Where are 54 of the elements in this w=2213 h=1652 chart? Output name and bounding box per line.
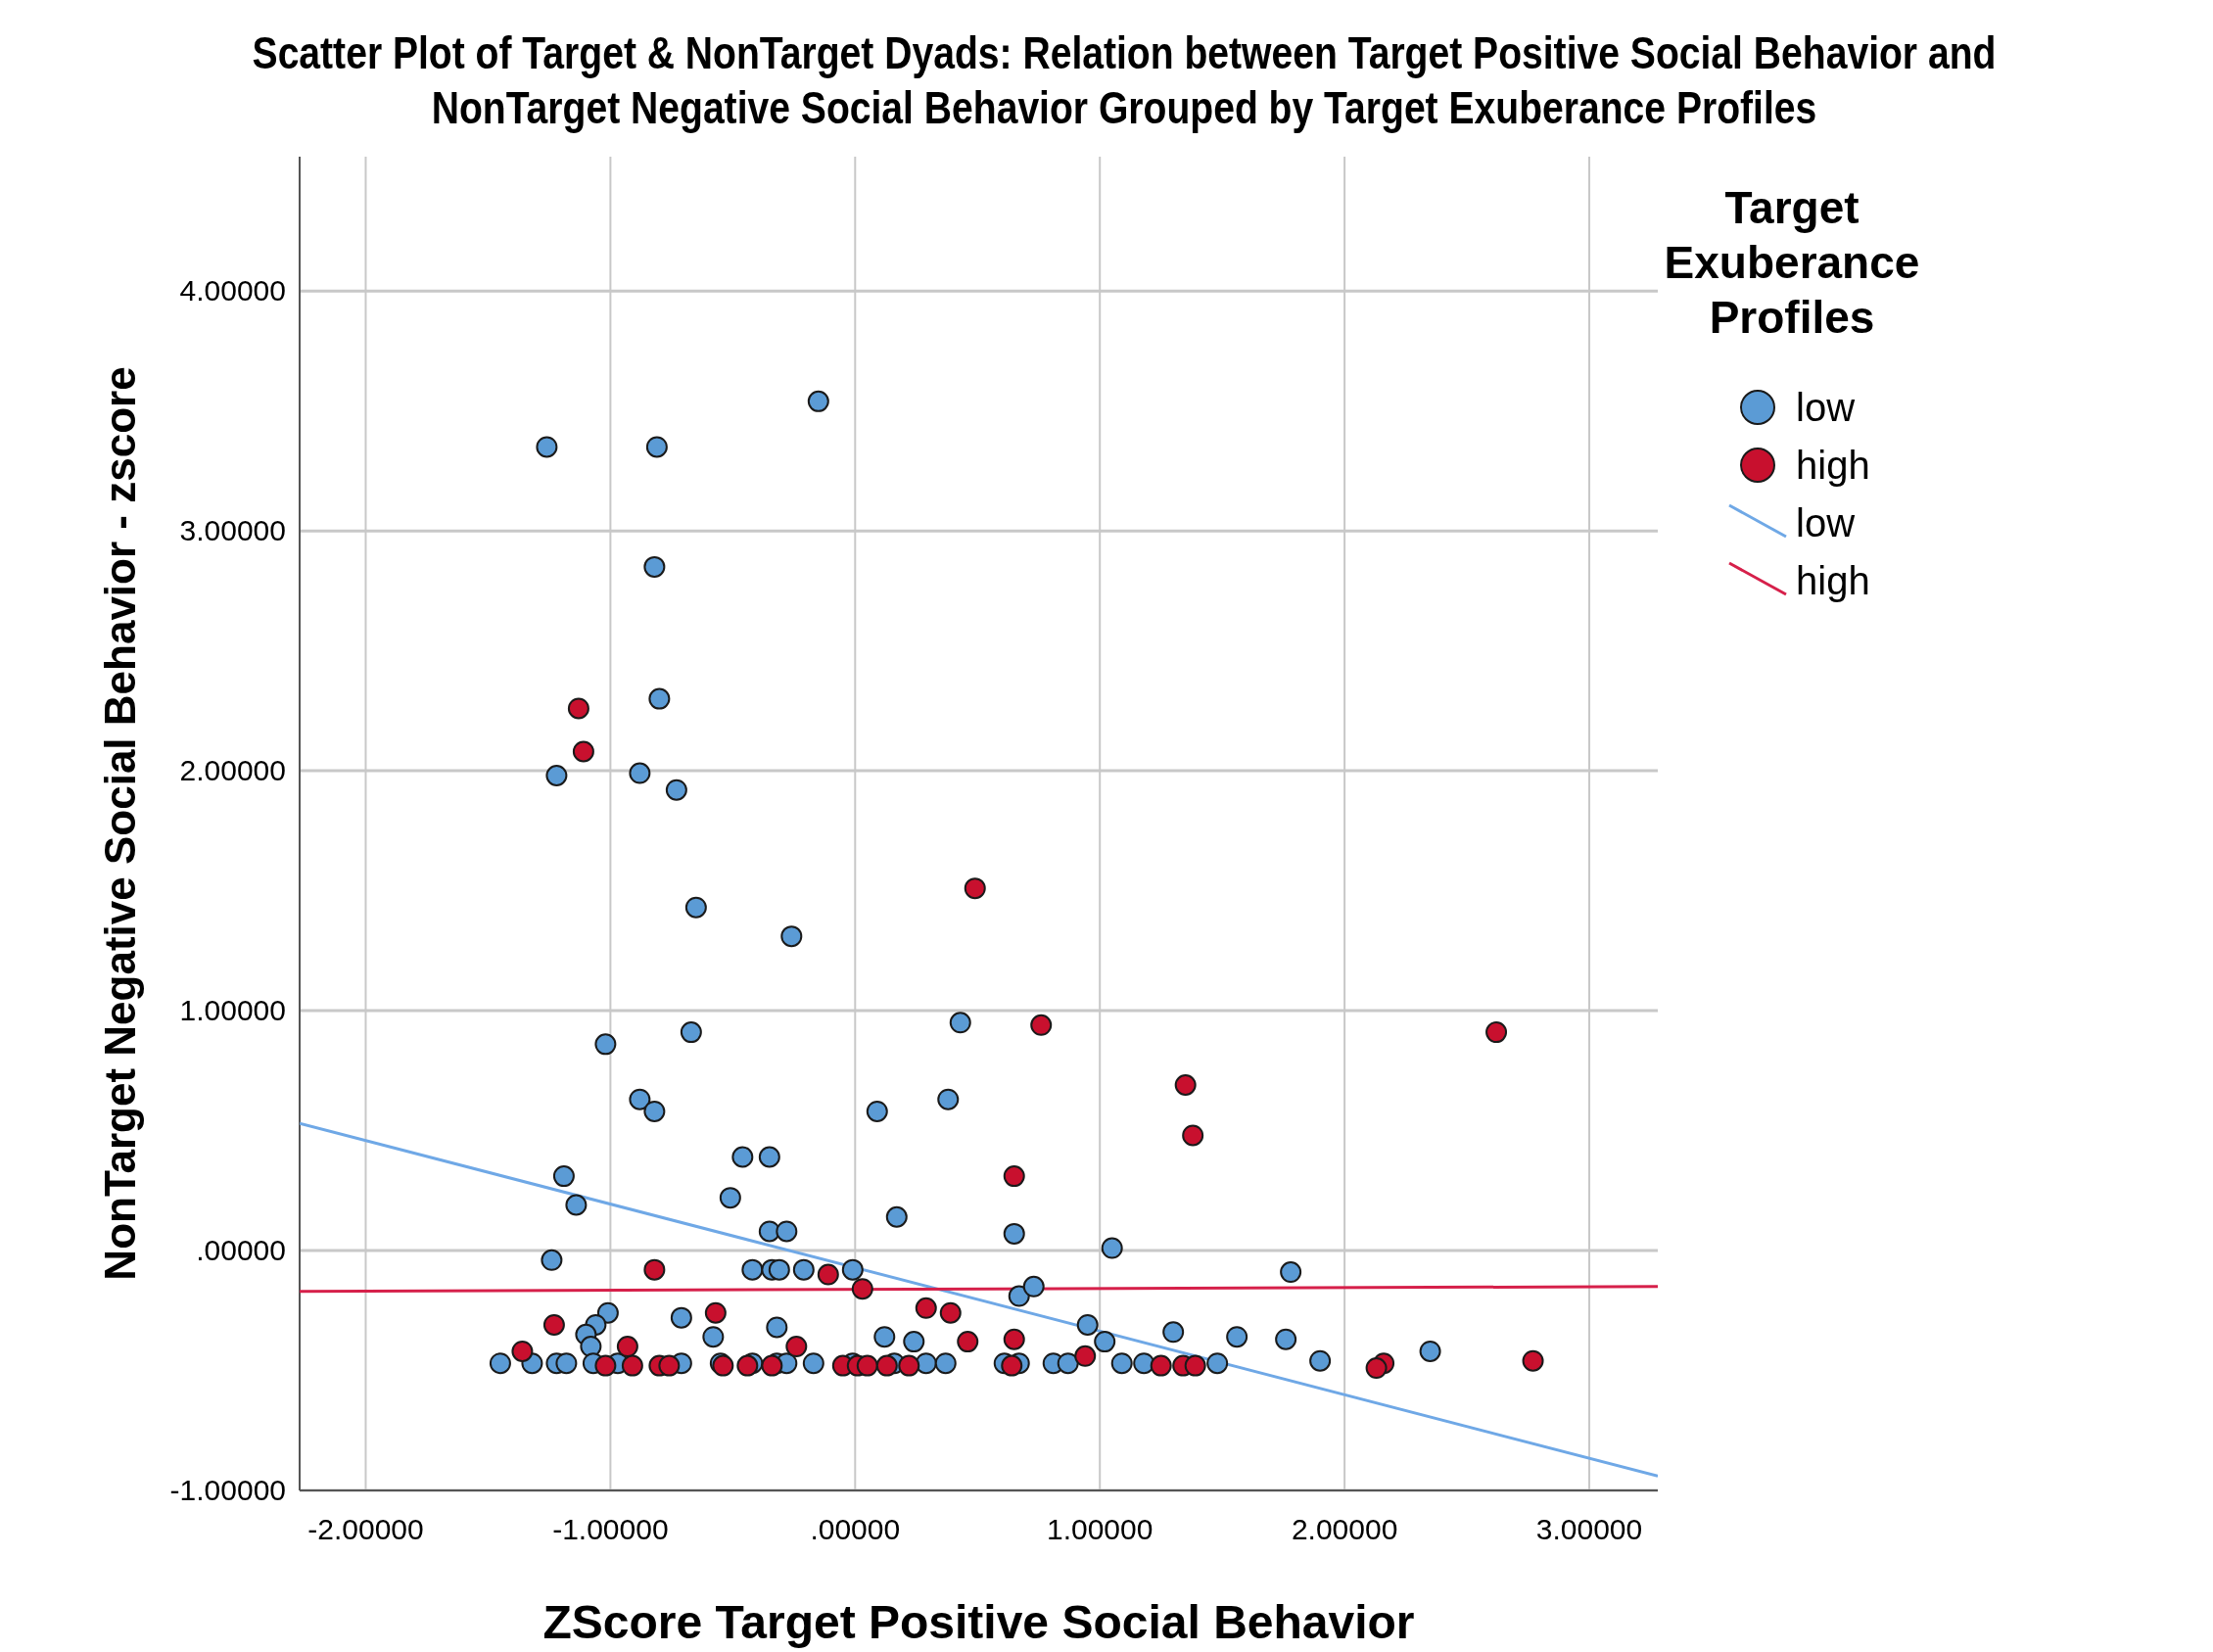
point <box>1003 1328 1025 1350</box>
point <box>817 1263 839 1286</box>
point <box>1184 1354 1206 1377</box>
point <box>898 1354 920 1377</box>
point <box>1174 1074 1197 1097</box>
point <box>658 1354 681 1377</box>
point <box>594 1354 617 1377</box>
point <box>511 1340 534 1362</box>
y-tick-label: 2.00000 <box>179 754 286 787</box>
y-tick-label: .00000 <box>196 1234 286 1267</box>
point <box>761 1354 783 1377</box>
point <box>1001 1354 1023 1377</box>
y-tick-label: 4.00000 <box>179 274 286 307</box>
x-axis-title: ZScore Target Positive Social Behavior <box>542 1596 1415 1648</box>
point <box>1030 1014 1053 1036</box>
x-tick-label: 2.00000 <box>1291 1513 1398 1545</box>
point <box>736 1354 759 1377</box>
point <box>704 1301 727 1324</box>
point <box>1150 1354 1172 1377</box>
legend-label: low <box>1796 386 1856 429</box>
point <box>785 1336 808 1358</box>
point <box>572 740 594 763</box>
y-axis-title: NonTarget Negative Social Behavior - zscore <box>96 366 144 1281</box>
point <box>1522 1349 1544 1372</box>
x-tick-label: -1.00000 <box>552 1513 669 1545</box>
legend-title: Target Exuberance Profiles <box>1664 182 1920 343</box>
y-tick-label: 1.00000 <box>179 994 286 1027</box>
point <box>915 1297 937 1319</box>
chart-title: Scatter Plot of Target & NonTarget Dyads: Relation between Target Positive Social Behavior and NonTarget Negative Social Behavior Grouped by Target Exuberance Profiles <box>252 26 1997 133</box>
point <box>1003 1165 1025 1188</box>
y-tick-label: 3.00000 <box>179 514 286 547</box>
x-tick-label: 3.00000 <box>1535 1513 1643 1545</box>
point <box>964 877 986 900</box>
legend-label: high <box>1796 559 1870 602</box>
legend-label: low <box>1796 501 1856 544</box>
x-tick-label: 1.00000 <box>1046 1513 1154 1545</box>
point <box>856 1354 878 1377</box>
point <box>621 1354 643 1377</box>
point <box>567 697 589 720</box>
point <box>1074 1345 1097 1367</box>
point <box>957 1331 979 1353</box>
legend-label: high <box>1796 444 1870 487</box>
x-tick-label: .00000 <box>810 1513 901 1545</box>
point <box>542 1313 565 1336</box>
point <box>616 1336 638 1358</box>
point <box>939 1301 962 1324</box>
point <box>1485 1021 1508 1044</box>
point <box>1365 1357 1388 1380</box>
point <box>875 1354 898 1377</box>
point <box>851 1278 873 1300</box>
point <box>1182 1124 1204 1147</box>
x-tick-label: -2.00000 <box>307 1513 424 1545</box>
y-tick-label: -1.00000 <box>169 1474 286 1506</box>
point <box>643 1258 666 1281</box>
